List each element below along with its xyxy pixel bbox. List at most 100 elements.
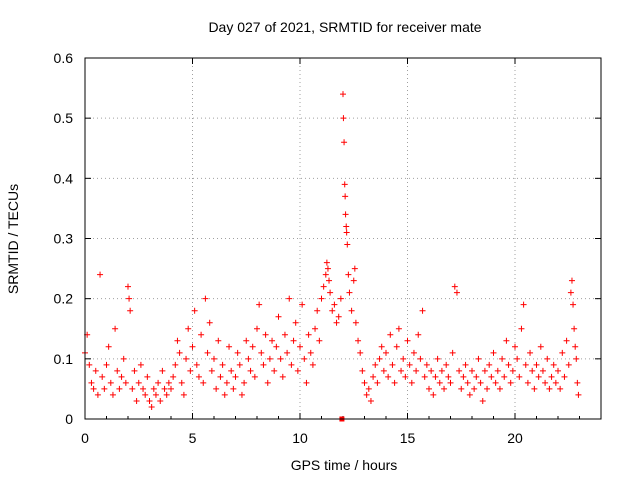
- data-point: [208, 367, 215, 374]
- data-point: [109, 391, 116, 398]
- x-tick-labels: 0 5 10 15 20: [81, 430, 523, 446]
- data-point: [537, 343, 544, 350]
- data-point: [383, 349, 389, 356]
- data-point: [481, 367, 488, 374]
- plot-frame: [84, 57, 602, 420]
- data-point: [112, 325, 119, 332]
- data-point: [221, 391, 228, 398]
- data-point: [346, 289, 353, 296]
- data-point: [340, 115, 347, 122]
- data-point: [331, 301, 338, 308]
- data-point: [432, 373, 439, 380]
- data-point: [105, 343, 112, 350]
- data-point: [309, 361, 316, 368]
- data-point: [213, 385, 220, 392]
- data-point: [211, 355, 217, 362]
- data-point: [228, 367, 235, 374]
- data-point: [415, 331, 422, 338]
- data-point: [357, 349, 364, 356]
- data-point: [254, 325, 260, 332]
- data-point: [146, 397, 153, 404]
- data-points: [82, 91, 582, 422]
- data-point: [402, 373, 409, 380]
- data-point: [316, 337, 323, 344]
- y-tick-label: 0.5: [54, 110, 74, 126]
- data-point: [284, 349, 291, 356]
- data-point: [157, 397, 164, 404]
- data-point: [374, 379, 381, 386]
- data-point: [286, 295, 293, 302]
- data-point: [292, 319, 299, 326]
- data-point: [297, 343, 303, 350]
- data-point: [552, 379, 559, 386]
- data-point: [473, 373, 480, 380]
- data-point: [238, 391, 245, 398]
- data-point: [380, 367, 387, 374]
- data-point: [404, 337, 411, 344]
- data-point: [127, 307, 134, 314]
- data-point: [333, 319, 340, 326]
- data-point: [327, 289, 334, 296]
- data-point: [234, 349, 241, 356]
- data-point: [546, 385, 553, 392]
- data-point: [144, 373, 151, 380]
- data-point: [275, 313, 282, 320]
- data-point: [574, 379, 581, 386]
- data-point: [99, 373, 106, 380]
- y-tick-label: 0.3: [54, 231, 74, 247]
- data-point: [88, 379, 95, 386]
- data-point: [101, 385, 108, 392]
- data-point: [542, 379, 549, 386]
- data-point: [343, 229, 350, 236]
- y-axis-title: SRMTID / TECUs: [5, 184, 21, 294]
- data-point: [395, 325, 402, 332]
- data-point: [204, 349, 211, 356]
- data-point: [172, 361, 179, 368]
- data-point: [269, 337, 276, 344]
- data-point: [90, 385, 97, 392]
- data-point: [243, 337, 250, 344]
- data-point: [230, 385, 237, 392]
- data-point: [512, 343, 518, 350]
- data-point: [202, 295, 209, 302]
- data-point: [256, 301, 263, 308]
- data-point: [441, 385, 448, 392]
- data-point: [337, 295, 344, 302]
- data-point: [125, 283, 131, 290]
- data-point: [342, 211, 349, 218]
- data-point: [335, 313, 342, 320]
- data-point: [419, 307, 426, 314]
- data-point: [393, 343, 400, 350]
- data-point: [341, 181, 348, 188]
- data-point: [86, 361, 93, 368]
- data-point: [116, 385, 123, 392]
- data-point: [527, 349, 534, 356]
- data-point: [361, 379, 368, 386]
- data-point: [273, 343, 280, 350]
- y-tick-label: 0.6: [54, 50, 74, 66]
- chart-title: Day 027 of 2021, SRMTID for receiver mat…: [208, 19, 481, 35]
- data-point: [198, 331, 205, 338]
- data-point: [376, 355, 383, 362]
- data-point: [176, 349, 183, 356]
- data-point: [557, 385, 564, 392]
- data-point: [490, 349, 497, 356]
- data-point: [533, 361, 540, 368]
- data-point: [165, 379, 172, 386]
- data-point: [114, 367, 121, 374]
- data-point: [398, 367, 405, 374]
- data-point: [206, 319, 213, 326]
- data-point: [241, 379, 248, 386]
- data-point: [226, 343, 233, 350]
- data-point: [180, 391, 187, 398]
- data-point: [299, 301, 306, 308]
- data-point: [539, 367, 546, 374]
- data-point: [434, 355, 441, 362]
- data-point: [155, 379, 162, 386]
- data-point: [294, 367, 301, 374]
- data-point: [449, 349, 456, 356]
- data-point: [571, 325, 578, 332]
- data-point: [443, 361, 450, 368]
- data-point: [563, 337, 570, 344]
- data-point: [387, 331, 394, 338]
